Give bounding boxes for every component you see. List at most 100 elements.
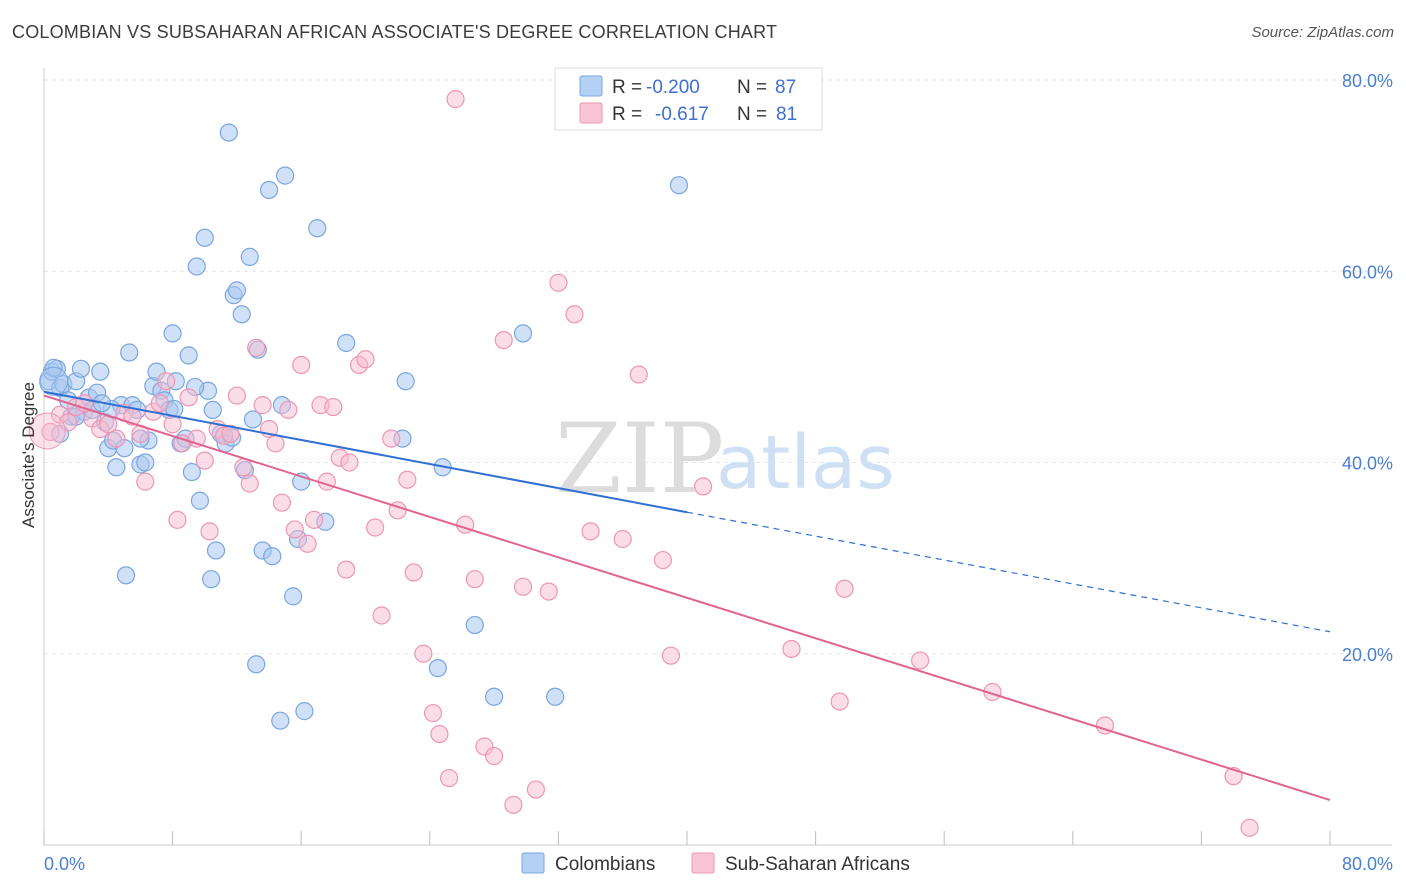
colombians-point [465,615,484,635]
bottom-legend-swatch-colombians [521,852,545,874]
subsaharan-point [59,413,78,432]
axes [43,68,1392,846]
chart-title: COLOMBIAN VS SUBSAHARAN AFRICAN ASSOCIAT… [12,22,778,42]
subsaharan-point [41,422,60,441]
subsaharan-point [356,350,375,369]
colombians-point [195,228,214,247]
subsaharan-point [504,795,523,814]
subsaharan-point [227,386,246,405]
subsaharan-point [150,394,169,413]
subsaharan-point [28,412,66,450]
subsaharan-point [253,396,272,415]
colombians-point [202,570,221,589]
subsaharan-point [372,606,391,625]
subsaharan-point [240,474,259,493]
colombians-point [337,333,356,353]
subsaharan-point [195,451,214,470]
subsaharan-point [539,582,558,601]
gridlines [44,79,1392,655]
colombians-point [203,400,222,420]
colombians-point [71,359,91,378]
subsaharan-point [629,365,648,384]
subsaharan-points [28,90,1259,837]
subsaharan-point [414,644,433,663]
y-axis-label: Associate's Degree [19,382,38,528]
subsaharan-point [513,577,533,596]
legend-r-label-1: R = [612,77,642,98]
subsaharan-point [136,472,155,491]
x-tick-label: 0.0% [44,854,85,874]
source-label: Source: ZipAtlas.com [1251,24,1394,41]
colombians-point [227,281,246,300]
subsaharan-point [494,331,513,350]
colombians-point [669,176,689,195]
colombians-point [39,366,69,396]
subsaharan-point [835,579,854,598]
subsaharan-point [613,529,632,549]
watermark-atlas: atlas [716,420,895,506]
subsaharan-point [782,639,801,659]
subsaharan-point [272,493,292,512]
subsaharan-point [324,397,343,417]
subsaharan-point [340,453,359,472]
subsaharan-point [653,550,672,570]
colombians-point [284,587,303,606]
subsaharan-point [247,338,266,357]
subsaharan-trend-line [43,394,1331,802]
watermark-zip: ZIP [555,403,724,515]
subsaharan-point [565,305,584,324]
bottom-legend: Colombians Sub-Saharan Africans [521,852,910,875]
legend-box: R = -0.200 N = 87 R = -0.617 N = 81 [554,67,823,131]
subsaharan-point [430,724,449,744]
subsaharan-point [581,522,600,541]
bottom-legend-subsaharan: Sub-Saharan Africans [725,854,910,875]
colombians-point [120,343,139,362]
y-tick-label: 20.0% [1342,645,1393,665]
bottom-legend-swatch-subsaharan [691,852,715,874]
legend-r-value-1: -0.200 [646,77,700,98]
subsaharan-point [337,560,356,579]
colombians-point [240,247,259,267]
subsaharan-point [266,434,285,453]
colombians-point [308,219,327,238]
colombians-point [190,491,210,510]
legend-swatch-colombians [579,75,603,97]
subsaharan-point [304,510,324,529]
subsaharan-point [446,90,465,109]
x-tick-label: 80.0% [1342,854,1393,874]
subsaharan-point [366,518,385,537]
legend-n-value-2: 81 [776,104,797,125]
colombians-point [546,687,565,706]
y-tick-label: 40.0% [1342,454,1393,474]
colombians-trend-extension [686,511,1331,633]
colombians-point [107,458,126,477]
subsaharan-point [423,703,443,723]
subsaharan-point [485,746,504,766]
y-tick-label: 60.0% [1342,262,1393,282]
legend-n-label-1: N = [737,77,767,98]
subsaharan-point [157,372,176,391]
subsaharan-point [285,520,304,539]
subsaharan-point [439,768,459,788]
colombians-point [44,358,63,377]
colombians-point [263,547,282,566]
subsaharan-point [382,429,401,448]
legend-n-value-1: 87 [775,77,796,98]
subsaharan-point [221,424,240,443]
colombians-point [206,541,226,560]
subsaharan-point [179,388,198,407]
subsaharan-point [661,646,681,665]
colombians-trend-line [43,390,688,514]
colombians-point [513,324,533,343]
subsaharan-point [107,429,126,448]
colombians-point [276,166,295,185]
colombians-point [295,702,314,721]
legend-n-label-2: N = [737,104,767,125]
tick-labels: 20.0% 40.0% 60.0% 80.0% 0.0% 80.0% [44,71,1393,874]
subsaharan-point [526,780,545,799]
colombians-point [163,324,182,343]
trend-lines [43,390,1331,802]
colombians-point [136,453,155,472]
bottom-legend-colombians: Colombians [555,854,655,875]
